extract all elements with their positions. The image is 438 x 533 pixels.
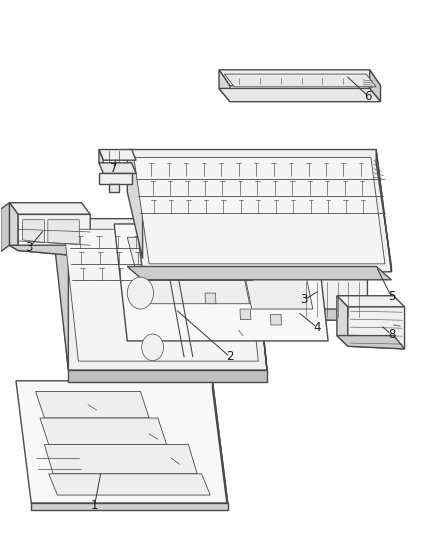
Polygon shape <box>224 74 376 87</box>
Polygon shape <box>18 214 90 257</box>
Polygon shape <box>219 70 230 102</box>
Polygon shape <box>289 309 367 321</box>
Circle shape <box>142 334 163 361</box>
Polygon shape <box>302 278 367 321</box>
Text: 8: 8 <box>388 328 395 341</box>
Polygon shape <box>212 381 228 510</box>
Polygon shape <box>240 309 251 320</box>
Polygon shape <box>134 158 385 264</box>
Text: 6: 6 <box>364 90 372 103</box>
Polygon shape <box>289 266 302 320</box>
Polygon shape <box>53 219 267 370</box>
Polygon shape <box>127 150 143 179</box>
Polygon shape <box>53 232 68 370</box>
Polygon shape <box>99 150 136 160</box>
Polygon shape <box>109 184 119 192</box>
Polygon shape <box>271 314 282 325</box>
Polygon shape <box>1 203 10 252</box>
Polygon shape <box>127 163 143 259</box>
Polygon shape <box>10 203 90 214</box>
Polygon shape <box>99 163 136 173</box>
Polygon shape <box>376 150 392 272</box>
Polygon shape <box>31 503 228 510</box>
Polygon shape <box>40 418 166 445</box>
Polygon shape <box>99 173 132 184</box>
Polygon shape <box>127 150 392 272</box>
Polygon shape <box>127 266 392 280</box>
Polygon shape <box>245 277 313 309</box>
Polygon shape <box>53 219 68 245</box>
Polygon shape <box>337 296 348 346</box>
Polygon shape <box>337 336 405 349</box>
Polygon shape <box>337 296 405 307</box>
Polygon shape <box>10 245 90 257</box>
Polygon shape <box>16 381 228 503</box>
Polygon shape <box>48 220 79 244</box>
Text: 3: 3 <box>25 241 33 254</box>
Polygon shape <box>10 203 18 251</box>
Polygon shape <box>219 70 381 86</box>
Polygon shape <box>64 229 258 361</box>
Polygon shape <box>138 272 250 304</box>
Polygon shape <box>252 219 267 370</box>
Polygon shape <box>370 70 381 102</box>
Text: 1: 1 <box>91 499 98 512</box>
Polygon shape <box>22 220 44 243</box>
Polygon shape <box>219 88 381 102</box>
Text: 2: 2 <box>226 350 233 364</box>
Polygon shape <box>35 391 149 418</box>
Text: 7: 7 <box>110 161 117 175</box>
Polygon shape <box>289 266 367 278</box>
Polygon shape <box>114 224 328 341</box>
Text: 3: 3 <box>300 294 308 306</box>
Polygon shape <box>99 150 103 165</box>
Circle shape <box>127 277 153 309</box>
Text: 5: 5 <box>388 290 395 303</box>
Polygon shape <box>205 293 216 304</box>
Polygon shape <box>68 370 267 382</box>
Polygon shape <box>49 474 210 495</box>
Polygon shape <box>44 445 197 474</box>
Text: 4: 4 <box>314 321 321 334</box>
Polygon shape <box>348 307 405 349</box>
Polygon shape <box>127 237 245 272</box>
